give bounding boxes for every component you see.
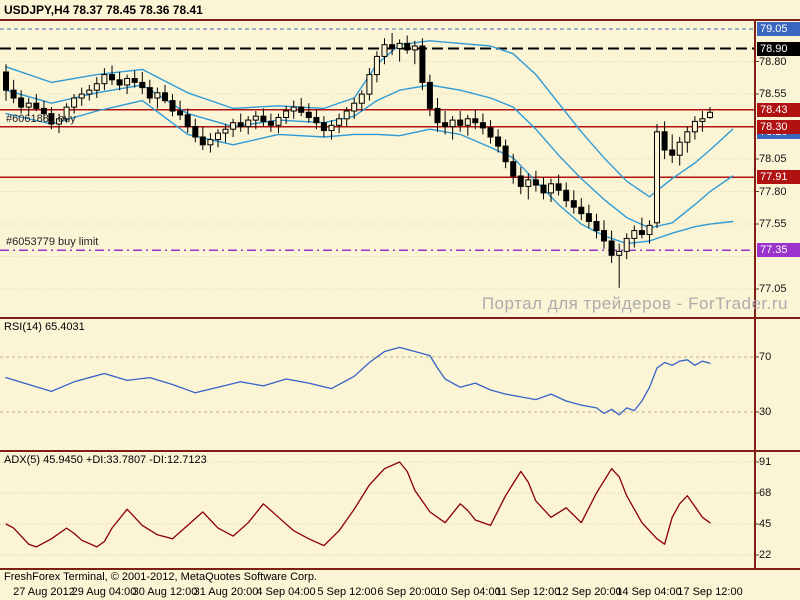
price-tick-label: 77.80: [759, 186, 787, 198]
price-axis-separator: [754, 19, 756, 570]
price-tick-label: 78.55: [759, 88, 787, 100]
time-axis-separator: [0, 568, 800, 570]
price-badge: 79.05: [757, 22, 800, 36]
status-bar-text: FreshForex Terminal, © 2001-2012, MetaQu…: [4, 571, 317, 583]
time-tick-label: 17 Sep 12:00: [677, 586, 743, 598]
adx-tick-label: 22: [759, 549, 772, 561]
time-tick-label: 4 Sep 04:00: [256, 586, 316, 598]
buy-limit-order-line-label[interactable]: #6053779 buy limit: [6, 236, 99, 248]
rsi-tick-label: 70: [759, 351, 772, 363]
price-badge: 78.90: [757, 42, 800, 56]
time-axis[interactable]: 27 Aug 2012 29 Aug 04:00 30 Aug 12:00 31 Au…: [0, 585, 800, 600]
adx-tick-label: 68: [759, 487, 772, 499]
time-tick-label: 29 Aug 04:00: [71, 586, 137, 598]
time-tick-label: 5 Sep 12:00: [317, 586, 377, 598]
rsi-indicator-label: RSI(14) 65.4031: [4, 321, 85, 333]
price-tick-label: 78.05: [759, 153, 787, 165]
price-axis[interactable]: 78.80 78.55 78.05 77.80 77.55 77.05 70 30 91 68 45…: [756, 0, 800, 584]
price-tick-label: 77.55: [759, 218, 787, 230]
time-tick-label: 12 Sep 20:00: [556, 586, 622, 598]
price-tick-label: 78.80: [759, 56, 787, 68]
adx-tick-label: 91: [759, 456, 772, 468]
time-tick-label: 10 Sep 04:00: [435, 586, 501, 598]
time-tick-label: 11 Sep 12:00: [495, 586, 561, 598]
time-tick-label: 30 Aug 12:00: [132, 586, 198, 598]
price-badge: 78.43: [757, 103, 800, 117]
adx-indicator-label: ADX(5) 45.9450 +DI:33.7807 -DI:12.7123: [4, 454, 207, 466]
rsi-panel-separator[interactable]: [0, 317, 800, 319]
chart-top-border: [0, 19, 800, 21]
broker-watermark: Портал для трейдеров - ForTrader.ru: [481, 294, 788, 313]
adx-panel-separator[interactable]: [0, 450, 800, 452]
time-tick-label: 27 Aug 2012: [13, 586, 75, 598]
price-badge: 78.30: [757, 120, 800, 134]
time-tick-label: 6 Sep 20:00: [377, 586, 437, 598]
price-tick-label: 77.05: [759, 283, 787, 295]
buy-order-line-label[interactable]: #6061881 buy: [6, 113, 76, 125]
time-tick-label: 14 Sep 04:00: [616, 586, 682, 598]
time-tick-label: 31 Aug 20:00: [193, 586, 259, 598]
rsi-tick-label: 30: [759, 406, 772, 418]
chart-symbol-ohlc-label: USDJPY,H4 78.37 78.45 78.36 78.41: [4, 3, 203, 17]
adx-tick-label: 45: [759, 518, 772, 530]
price-badge: 77.91: [757, 170, 800, 184]
price-badge: 77.35: [757, 243, 800, 257]
